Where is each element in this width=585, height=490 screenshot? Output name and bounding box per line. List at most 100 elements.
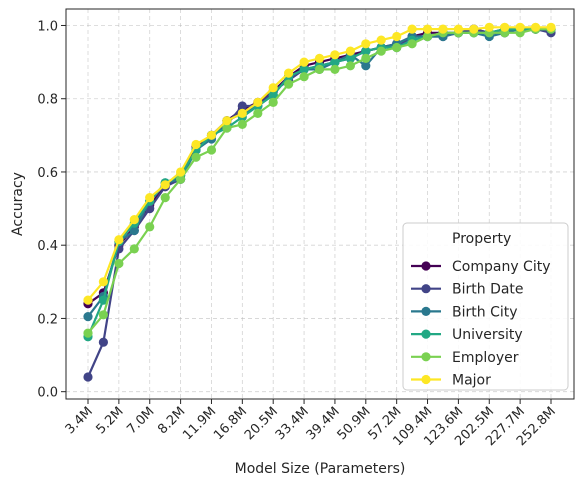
y-axis-label: Accuracy bbox=[10, 172, 26, 236]
legend-title: Property bbox=[452, 231, 511, 247]
data-point bbox=[500, 22, 510, 32]
data-point bbox=[299, 57, 309, 67]
data-point bbox=[176, 167, 186, 177]
data-point bbox=[98, 295, 108, 305]
data-point bbox=[453, 24, 463, 34]
data-point bbox=[376, 35, 386, 45]
data-point bbox=[284, 68, 294, 78]
data-point bbox=[299, 72, 309, 82]
data-point bbox=[83, 312, 93, 322]
data-point bbox=[114, 258, 124, 269]
legend-label: Company City bbox=[452, 259, 551, 275]
data-point bbox=[83, 328, 93, 338]
data-point bbox=[484, 22, 494, 32]
legend-swatch-marker bbox=[421, 329, 431, 339]
data-point bbox=[268, 83, 278, 93]
data-point bbox=[83, 372, 93, 382]
data-point bbox=[546, 22, 556, 32]
legend: Property Company City Birth Date Birth City… bbox=[402, 222, 569, 391]
data-point bbox=[345, 61, 355, 71]
data-point bbox=[422, 31, 433, 42]
data-point bbox=[268, 90, 278, 100]
data-point bbox=[206, 145, 217, 155]
x-tick-label: 11.9M bbox=[180, 404, 219, 443]
x-tick-label: 20.5M bbox=[242, 404, 281, 443]
x-tick-label: 16.8M bbox=[211, 404, 250, 443]
data-point bbox=[176, 174, 186, 184]
data-point bbox=[361, 61, 371, 71]
data-point bbox=[160, 193, 170, 203]
legend-item: Employer bbox=[411, 350, 519, 366]
data-point bbox=[361, 46, 371, 56]
legend-label: University bbox=[452, 327, 523, 343]
data-point bbox=[83, 295, 93, 305]
data-point bbox=[114, 235, 124, 245]
x-tick-label: 50.9M bbox=[335, 404, 374, 443]
data-point bbox=[145, 222, 155, 232]
data-point bbox=[98, 310, 108, 320]
data-point bbox=[515, 22, 525, 32]
x-tick-label: 7.0M bbox=[124, 404, 157, 437]
plot-area bbox=[65, 8, 575, 400]
data-point bbox=[314, 64, 325, 74]
data-point bbox=[129, 215, 139, 225]
y-tick-label: 1.0 bbox=[37, 19, 58, 34]
y-tick-label: 0.8 bbox=[37, 93, 58, 108]
y-axis: 0.0 0.2 0.4 0.6 0.8 1.0 bbox=[37, 19, 66, 401]
legend-item: Birth Date bbox=[411, 282, 524, 298]
data-point bbox=[469, 24, 479, 34]
y-tick-label: 0.6 bbox=[37, 166, 58, 181]
data-point bbox=[222, 123, 232, 133]
x-axis: 3.4M5.2M7.0M8.2M11.9M16.8M20.5M33.4M39.4… bbox=[63, 399, 559, 449]
legend-label: Major bbox=[452, 373, 491, 389]
x-tick-label: 33.4M bbox=[273, 404, 312, 443]
data-point bbox=[98, 277, 108, 287]
x-tick-label: 5.2M bbox=[94, 404, 127, 437]
data-point bbox=[129, 244, 139, 254]
data-point bbox=[160, 180, 170, 190]
legend-swatch-marker bbox=[421, 352, 431, 362]
legend-box bbox=[402, 222, 569, 391]
data-point bbox=[407, 24, 417, 34]
data-point bbox=[253, 108, 263, 118]
legend-label: Employer bbox=[452, 350, 519, 366]
legend-label: Birth City bbox=[452, 304, 518, 320]
data-point bbox=[392, 31, 402, 42]
data-point bbox=[407, 39, 417, 49]
data-point bbox=[330, 57, 340, 67]
data-point bbox=[314, 53, 325, 64]
legend-swatch-marker bbox=[421, 306, 431, 316]
data-point bbox=[284, 79, 294, 89]
data-point bbox=[345, 46, 355, 56]
series-major bbox=[83, 22, 556, 305]
x-tick-label: 39.4M bbox=[304, 404, 343, 443]
data-point bbox=[206, 130, 217, 140]
data-point bbox=[129, 225, 139, 236]
legend-item: Major bbox=[411, 373, 491, 389]
data-point bbox=[237, 119, 247, 129]
data-point bbox=[268, 97, 278, 107]
data-point bbox=[422, 24, 433, 34]
data-point bbox=[330, 50, 340, 60]
data-point bbox=[237, 108, 247, 118]
data-point bbox=[345, 53, 355, 64]
data-point bbox=[222, 116, 232, 126]
legend-swatch-marker bbox=[421, 284, 431, 294]
x-tick-label: 3.4M bbox=[63, 404, 96, 437]
y-tick-label: 0.0 bbox=[37, 386, 58, 401]
data-point bbox=[330, 64, 340, 74]
y-tick-label: 0.4 bbox=[37, 239, 58, 254]
legend-item: University bbox=[411, 327, 523, 343]
data-point bbox=[438, 24, 448, 34]
series-group bbox=[83, 22, 556, 382]
legend-label: Birth Date bbox=[452, 282, 524, 298]
legend-swatch-marker bbox=[421, 261, 431, 271]
data-point bbox=[361, 53, 371, 64]
data-point bbox=[237, 101, 247, 111]
data-point bbox=[376, 46, 386, 56]
data-point bbox=[98, 337, 108, 347]
data-point bbox=[191, 139, 201, 150]
data-point bbox=[253, 97, 263, 107]
